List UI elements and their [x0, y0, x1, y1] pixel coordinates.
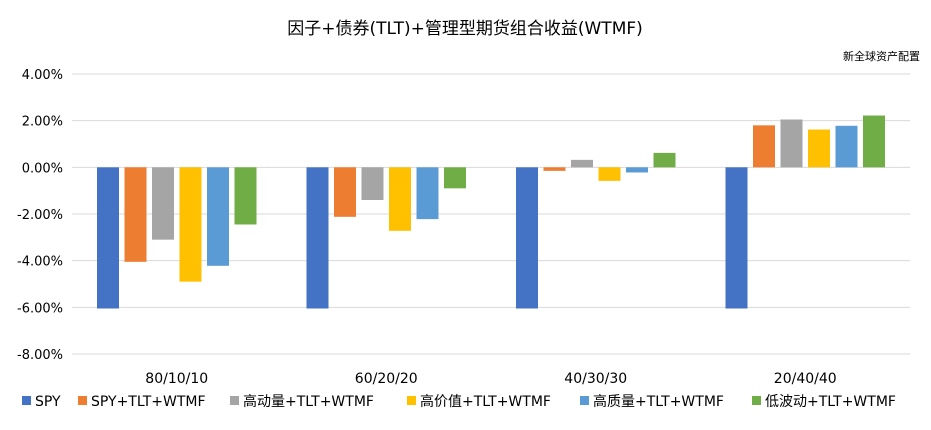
legend-swatch: [407, 396, 416, 405]
bar: [626, 167, 648, 173]
bar: [571, 159, 593, 168]
source-note: 新全球资产配置: [843, 49, 920, 63]
y-tick-label: 2.00%: [22, 115, 63, 130]
legend-label: 高动量+TLT+WTMF: [243, 393, 374, 410]
bar: [389, 167, 411, 231]
bar: [863, 115, 885, 168]
y-axis-tick-labels: 4.00% 2.00% 0.00% -2.00% -4.00% -6.00% -8.00%: [17, 68, 63, 363]
x-axis-category-labels: 80/10/10 60/20/20 40/30/30 20/40/40: [145, 371, 836, 387]
bar: [653, 152, 676, 168]
x-category-label: 80/10/10: [145, 371, 208, 387]
legend-swatch: [752, 396, 761, 405]
y-tick-label: 0.00%: [22, 161, 63, 176]
bar: [808, 129, 830, 168]
bar: [124, 167, 147, 262]
bar: [835, 125, 858, 168]
legend-swatch: [580, 396, 589, 405]
legend-swatch: [230, 396, 239, 405]
legend-label: SPY: [35, 394, 61, 410]
legend-label: 高价值+TLT+WTMF: [420, 393, 551, 410]
bar: [598, 167, 621, 181]
y-tick-label: 4.00%: [22, 68, 63, 83]
chart-title: 因子+债券(TLT)+管理型期货组合收益(WTMF): [287, 19, 643, 39]
y-tick-label: -2.00%: [17, 208, 63, 223]
bar: [416, 167, 439, 220]
bar: [207, 167, 229, 266]
x-category-label: 40/30/30: [564, 371, 627, 387]
bar: [516, 167, 538, 309]
bar: [444, 167, 466, 189]
x-category-label: 20/40/40: [774, 371, 837, 387]
bar: [543, 167, 566, 171]
y-tick-label: -8.00%: [17, 348, 63, 363]
legend-label: 高质量+TLT+WTMF: [593, 393, 724, 410]
x-category-label: 60/20/20: [355, 371, 418, 387]
legend: SPY SPY+TLT+WTMF 高动量+TLT+WTMF 高价值+TLT+WTMF 高…: [22, 393, 896, 410]
legend-label: 低波动+TLT+WTMF: [765, 394, 896, 410]
legend-swatch: [22, 396, 31, 405]
legend-label: SPY+TLT+WTMF: [91, 394, 206, 410]
bar: [152, 167, 174, 240]
bar: [725, 167, 748, 309]
y-tick-label: -6.00%: [17, 301, 63, 316]
bars: [97, 115, 885, 309]
bar: [97, 167, 119, 309]
bar: [334, 167, 356, 217]
bar: [361, 167, 384, 200]
y-tick-label: -4.00%: [17, 255, 63, 270]
bar: [234, 167, 257, 225]
bar: [780, 119, 803, 168]
bar: [753, 125, 775, 168]
legend-swatch: [78, 396, 87, 405]
bar: [179, 167, 202, 282]
bar: [306, 167, 329, 309]
